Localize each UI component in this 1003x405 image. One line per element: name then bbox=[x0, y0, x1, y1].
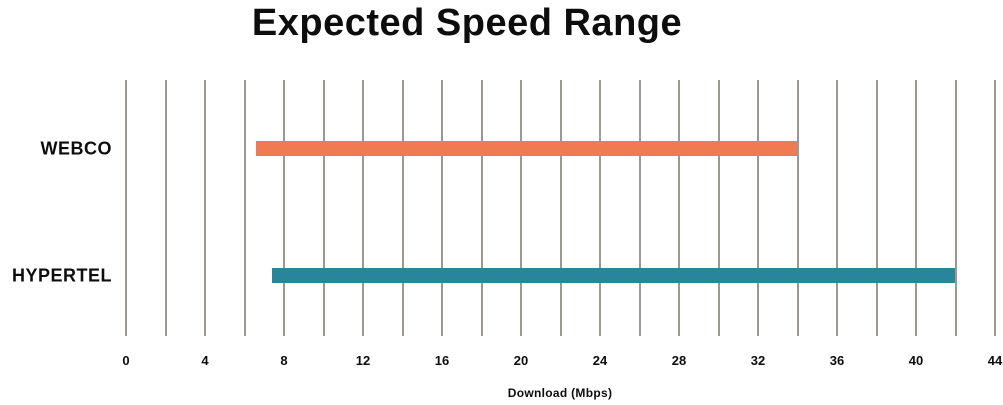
x-tick-label: 28 bbox=[671, 353, 687, 368]
gridline bbox=[994, 80, 996, 336]
x-tick-label: 40 bbox=[908, 353, 924, 368]
x-tick-label: 20 bbox=[513, 353, 529, 368]
bar-webco bbox=[256, 141, 798, 156]
gridline bbox=[164, 80, 167, 336]
gridline bbox=[441, 80, 443, 336]
gridline bbox=[599, 80, 601, 336]
x-tick-label: 0 bbox=[122, 353, 130, 368]
x-tick-label: 12 bbox=[355, 353, 371, 368]
gridline bbox=[717, 80, 720, 336]
gridline bbox=[480, 80, 483, 336]
gridline bbox=[204, 80, 206, 336]
gridline bbox=[796, 80, 799, 336]
x-tick-label: 24 bbox=[592, 353, 608, 368]
chart-title: Expected Speed Range bbox=[251, 2, 683, 44]
gridline bbox=[283, 80, 285, 336]
gridline bbox=[678, 80, 680, 336]
gridline bbox=[520, 80, 522, 336]
gridline bbox=[322, 80, 325, 336]
x-tick-label: 8 bbox=[280, 353, 288, 368]
x-axis-label: Download (Mbps) bbox=[507, 386, 613, 400]
x-tick-label: 16 bbox=[434, 353, 450, 368]
gridline bbox=[125, 80, 127, 336]
gridline bbox=[757, 80, 759, 336]
gridline bbox=[559, 80, 562, 336]
category-label-hypertel: HYPERTEL bbox=[11, 265, 112, 285]
gridline bbox=[401, 80, 404, 336]
category-label-webco: WEBCO bbox=[40, 138, 112, 158]
bar-hypertel bbox=[272, 268, 956, 283]
x-tick-label: 44 bbox=[987, 353, 1003, 368]
gridline bbox=[875, 80, 878, 336]
gridline bbox=[362, 80, 364, 336]
gridline bbox=[915, 80, 917, 336]
x-tick-label: 4 bbox=[201, 353, 209, 368]
gridline bbox=[243, 80, 246, 336]
gridline bbox=[954, 80, 957, 336]
gridline bbox=[836, 80, 838, 336]
gridline bbox=[638, 80, 641, 336]
x-tick-label: 32 bbox=[750, 353, 766, 368]
x-tick-label: 36 bbox=[829, 353, 845, 368]
